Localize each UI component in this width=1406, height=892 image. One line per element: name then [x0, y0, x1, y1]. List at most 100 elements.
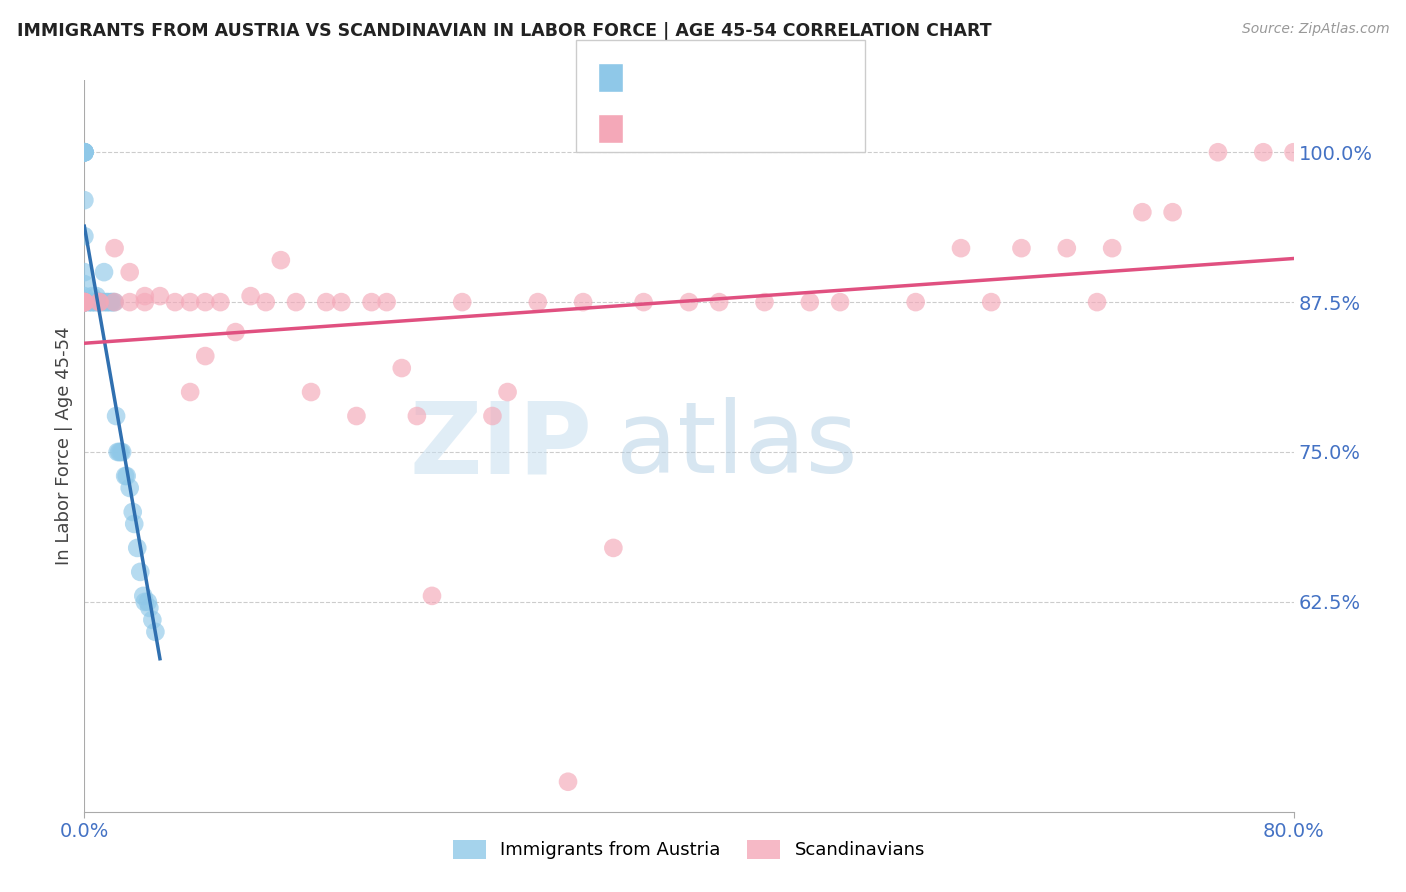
- Point: [105, 409, 128, 423]
- Point: [104, 295, 127, 310]
- Point: [107, 445, 129, 459]
- Point: [557, 774, 579, 789]
- Point: [73, 145, 96, 160]
- Point: [84, 295, 107, 310]
- Point: [73, 295, 96, 310]
- Point: [950, 241, 973, 255]
- Point: [136, 595, 159, 609]
- Point: [80, 295, 103, 310]
- Point: [496, 385, 519, 400]
- Point: [73, 295, 96, 310]
- Point: [73, 193, 96, 207]
- Point: [127, 541, 149, 555]
- Point: [89, 295, 111, 310]
- Point: [100, 295, 122, 310]
- Text: R = 0.581   N = 60: R = 0.581 N = 60: [630, 120, 814, 137]
- Point: [285, 295, 308, 310]
- Text: IMMIGRANTS FROM AUSTRIA VS SCANDINAVIAN IN LABOR FORCE | AGE 45-54 CORRELATION C: IMMIGRANTS FROM AUSTRIA VS SCANDINAVIAN …: [17, 22, 991, 40]
- Point: [86, 289, 108, 303]
- Point: [89, 295, 111, 310]
- Text: atlas: atlas: [616, 398, 858, 494]
- Point: [572, 295, 595, 310]
- Point: [84, 295, 107, 310]
- Text: R = 0.147   N = 58: R = 0.147 N = 58: [630, 69, 814, 87]
- Point: [96, 295, 118, 310]
- Point: [709, 295, 731, 310]
- Point: [602, 541, 624, 555]
- Point: [73, 295, 96, 310]
- Point: [73, 295, 96, 310]
- Point: [96, 295, 118, 310]
- Point: [360, 295, 382, 310]
- Point: [179, 295, 201, 310]
- Point: [209, 295, 232, 310]
- Point: [1130, 205, 1153, 219]
- Point: [141, 613, 163, 627]
- Point: [122, 516, 145, 531]
- Text: ZIP: ZIP: [409, 398, 592, 494]
- Point: [77, 295, 100, 310]
- Point: [111, 445, 134, 459]
- Point: [138, 600, 160, 615]
- Point: [104, 241, 127, 255]
- Point: [73, 295, 96, 310]
- Point: [93, 265, 115, 279]
- Point: [129, 565, 152, 579]
- Point: [73, 295, 96, 310]
- Point: [73, 265, 96, 279]
- Point: [194, 349, 217, 363]
- Point: [1206, 145, 1229, 160]
- Point: [406, 409, 429, 423]
- Point: [904, 295, 927, 310]
- Point: [73, 295, 96, 310]
- Point: [104, 295, 127, 310]
- Y-axis label: In Labor Force | Age 45-54: In Labor Force | Age 45-54: [55, 326, 73, 566]
- Point: [89, 295, 111, 310]
- Point: [121, 505, 143, 519]
- Point: [375, 295, 398, 310]
- Point: [73, 145, 96, 160]
- Point: [115, 469, 138, 483]
- Point: [73, 295, 96, 310]
- Point: [1011, 241, 1033, 255]
- Point: [633, 295, 655, 310]
- Point: [80, 295, 103, 310]
- Text: Source: ZipAtlas.com: Source: ZipAtlas.com: [1241, 22, 1389, 37]
- Point: [165, 295, 187, 310]
- Point: [194, 295, 217, 310]
- Point: [270, 253, 292, 268]
- Point: [179, 385, 201, 400]
- Point: [73, 295, 96, 310]
- Point: [391, 361, 413, 376]
- Point: [330, 295, 353, 310]
- Point: [73, 145, 96, 160]
- Point: [754, 295, 776, 310]
- Point: [1161, 205, 1184, 219]
- Point: [73, 295, 96, 310]
- Point: [299, 385, 322, 400]
- Point: [1101, 241, 1123, 255]
- Point: [89, 295, 111, 310]
- Point: [80, 289, 103, 303]
- Point: [145, 624, 167, 639]
- Point: [91, 295, 114, 310]
- Point: [134, 289, 156, 303]
- Point: [678, 295, 700, 310]
- Point: [830, 295, 852, 310]
- Point: [73, 145, 96, 160]
- Point: [481, 409, 503, 423]
- Point: [118, 295, 141, 310]
- Point: [101, 295, 124, 310]
- Point: [98, 295, 121, 310]
- Point: [118, 481, 141, 495]
- Point: [73, 277, 96, 292]
- Point: [149, 289, 172, 303]
- Legend: Immigrants from Austria, Scandinavians: Immigrants from Austria, Scandinavians: [444, 830, 934, 869]
- Point: [451, 295, 474, 310]
- Point: [799, 295, 821, 310]
- Point: [73, 229, 96, 244]
- Point: [1056, 241, 1078, 255]
- Point: [114, 469, 136, 483]
- Point: [1282, 145, 1305, 160]
- Point: [254, 295, 277, 310]
